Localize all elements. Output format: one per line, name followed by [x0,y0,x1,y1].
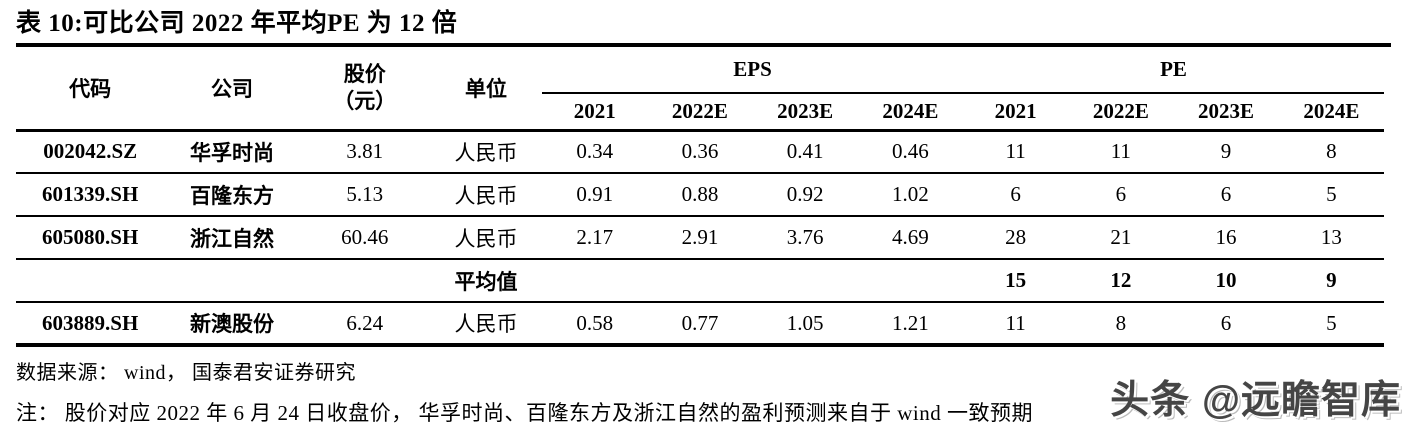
code-cell: 605080.SH [16,216,165,260]
table-row: 603889.SH 新澳股份 6.24 人民币 0.58 0.77 1.05 1… [16,302,1384,347]
empty-cell [542,259,648,303]
eps-cell: 0.58 [542,302,648,347]
pe-cell: 11 [963,302,1069,347]
eps-cell: 0.92 [752,173,858,217]
eps-year-2024e: 2024E [857,93,963,132]
price-cell: 6.24 [299,302,430,347]
watermark-text: 头条 @远瞻智库 [1110,379,1401,422]
footnote-line: 注： 股价对应 2022 年 6 月 24 日收盘价， 华孚时尚、百隆东方及浙江… [16,401,1033,425]
pe-cell: 13 [1278,216,1384,260]
code-cell: 603889.SH [16,302,165,347]
empty-cell [752,259,858,303]
col-header-code: 代码 [16,47,165,132]
pe-cell: 5 [1278,302,1384,347]
pe-cell: 6 [1173,302,1279,347]
comparable-companies-table: 代码 公司 股价 （元） 单位 EPS PE 2021 2022E 2023E … [16,47,1384,347]
avg-pe-cell: 10 [1173,259,1279,303]
col-header-price: 股价 （元） [299,47,430,132]
eps-year-2023e: 2023E [752,93,858,132]
col-header-unit: 单位 [429,47,543,132]
content-area: 表 10:可比公司 2022 年平均PE 为 12 倍 代码 公司 股价 （元）… [16,8,1391,347]
pe-cell: 6 [1173,173,1279,217]
eps-cell: 0.77 [647,302,753,347]
empty-cell [164,259,300,303]
pe-cell: 28 [963,216,1069,260]
company-cell: 浙江自然 [164,216,300,260]
unit-cell: 人民币 [429,302,543,347]
empty-cell [299,259,430,303]
pe-cell: 11 [1068,130,1174,174]
col-header-company: 公司 [164,47,300,132]
company-cell: 华孚时尚 [164,130,300,174]
pe-cell: 21 [1068,216,1174,260]
eps-cell: 1.21 [857,302,963,347]
price-cell: 5.13 [299,173,430,217]
eps-cell: 1.02 [857,173,963,217]
eps-year-2021: 2021 [542,93,648,132]
pe-cell: 6 [963,173,1069,217]
avg-pe-cell: 15 [963,259,1069,303]
table-row: 605080.SH 浙江自然 60.46 人民币 2.17 2.91 3.76 … [16,216,1384,260]
empty-cell [857,259,963,303]
empty-cell [16,259,165,303]
table-title: 表 10:可比公司 2022 年平均PE 为 12 倍 [16,8,1391,47]
data-source-line: 数据来源： wind， 国泰君安证券研究 [16,362,356,384]
col-header-price-line1: 股价 [343,61,386,86]
pe-year-2023e: 2023E [1173,93,1279,132]
eps-cell: 1.05 [752,302,858,347]
company-cell: 百隆东方 [164,173,300,217]
pe-year-2024e: 2024E [1278,93,1384,132]
header-group-row: 代码 公司 股价 （元） 单位 EPS PE [16,47,1384,132]
pe-cell: 9 [1173,130,1279,174]
col-header-price-line2: （元） [333,88,397,113]
code-cell: 601339.SH [16,173,165,217]
pe-cell: 8 [1068,302,1174,347]
avg-pe-cell: 9 [1278,259,1384,303]
table-header: 代码 公司 股价 （元） 单位 EPS PE 2021 2022E 2023E … [16,47,1384,132]
empty-cell [647,259,753,303]
pe-cell: 6 [1068,173,1174,217]
company-cell: 新澳股份 [164,302,300,347]
eps-cell: 0.46 [857,130,963,174]
eps-cell: 0.34 [542,130,648,174]
eps-cell: 0.91 [542,173,648,217]
unit-cell: 人民币 [429,130,543,174]
unit-cell: 人民币 [429,216,543,260]
table-body: 002042.SZ 华孚时尚 3.81 人民币 0.34 0.36 0.41 0… [16,130,1384,347]
header-years-row: 2021 2022E 2023E 2024E 2021 2022E 2023E … [16,93,1384,132]
eps-cell: 4.69 [857,216,963,260]
group-header-eps: EPS [542,47,963,94]
price-cell: 3.81 [299,130,430,174]
average-row: 平均值 15 12 10 9 [16,259,1384,303]
pe-cell: 8 [1278,130,1384,174]
unit-cell: 人民币 [429,173,543,217]
eps-cell: 3.76 [752,216,858,260]
avg-pe-cell: 12 [1068,259,1174,303]
eps-year-2022e: 2022E [647,93,753,132]
pe-cell: 16 [1173,216,1279,260]
pe-cell: 11 [963,130,1069,174]
price-cell: 60.46 [299,216,430,260]
pe-year-2022e: 2022E [1068,93,1174,132]
pe-year-2021: 2021 [963,93,1069,132]
eps-cell: 0.36 [647,130,753,174]
group-header-pe: PE [963,47,1384,94]
table-row: 002042.SZ 华孚时尚 3.81 人民币 0.34 0.36 0.41 0… [16,130,1384,174]
code-cell: 002042.SZ [16,130,165,174]
eps-cell: 2.91 [647,216,753,260]
eps-cell: 0.41 [752,130,858,174]
pe-cell: 5 [1278,173,1384,217]
eps-cell: 0.88 [647,173,753,217]
eps-cell: 2.17 [542,216,648,260]
average-label-cell: 平均值 [429,259,543,303]
table-row: 601339.SH 百隆东方 5.13 人民币 0.91 0.88 0.92 1… [16,173,1384,217]
